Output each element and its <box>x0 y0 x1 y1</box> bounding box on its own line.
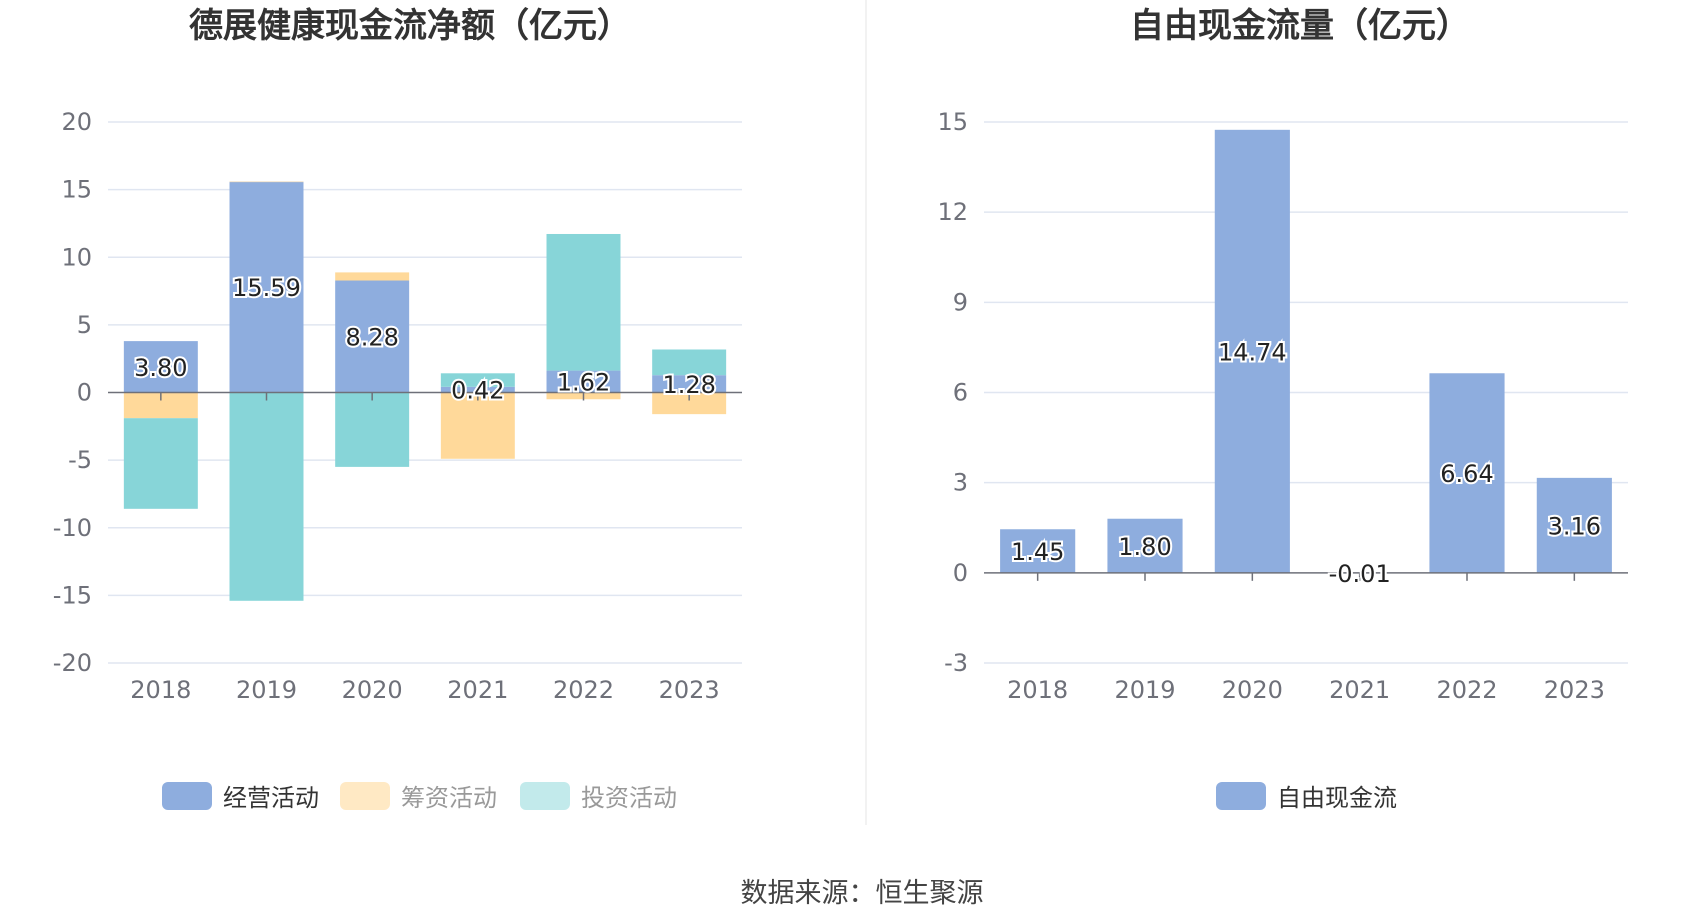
left-x-tick-label-2019: 2019 <box>236 676 297 704</box>
legend-swatch-investing <box>520 782 570 810</box>
left-bar-2019-s1[interactable] <box>229 181 304 183</box>
right-bar-2018-s0[interactable] <box>1000 529 1076 573</box>
left-x-tick-label-2023: 2023 <box>659 676 720 704</box>
right-y-tick-label: 3 <box>953 469 968 497</box>
left-x-tick-label-2021: 2021 <box>447 676 508 704</box>
left-chart-title: 德展健康现金流净额（亿元） <box>189 6 631 46</box>
left-bar-2019-s0[interactable] <box>229 181 304 393</box>
right-chart-title: 自由现金流量（亿元） <box>1130 6 1470 46</box>
left-bar-2018-s0[interactable] <box>123 341 198 393</box>
right-x-tick-label-2020: 2020 <box>1222 676 1283 704</box>
right-y-tick-label: -3 <box>944 649 968 677</box>
right-y-tick-label: 9 <box>953 288 968 316</box>
right-y-axis: 15 12 9 6 3 0 -3 <box>937 108 968 677</box>
right-data-label-2022: 6.64 <box>1440 460 1493 488</box>
right-data-label-2020: 14.74 <box>1218 338 1287 366</box>
left-bar-2018-s2[interactable] <box>123 418 198 509</box>
left-y-tick-label: 15 <box>61 176 92 204</box>
left-bar-2021-s1[interactable] <box>440 392 515 459</box>
left-bar-2023-s0[interactable] <box>652 375 727 393</box>
left-bar-2021-s2[interactable] <box>440 373 515 387</box>
data-source: 数据来源：恒生聚源 <box>741 878 984 909</box>
left-x-tick-label-2020: 2020 <box>342 676 403 704</box>
left-y-tick-label: -15 <box>53 581 92 609</box>
right-x-tick-label-2019: 2019 <box>1114 676 1175 704</box>
right-data-label-2018: 1.45 <box>1011 538 1064 566</box>
left-bar-2023-s1[interactable] <box>652 392 727 415</box>
left-y-tick-label: 20 <box>61 108 92 136</box>
left-bar-2019-s2[interactable] <box>229 392 304 601</box>
right-bar-2020-s0[interactable] <box>1214 129 1290 573</box>
left-data-label-2018: 3.80 <box>134 354 187 382</box>
legend-label-financing: 筹资活动 <box>401 784 497 812</box>
right-y-tick-label: 6 <box>953 379 968 407</box>
right-data-labels: 1.45 1.80 14.74 -0.01 6.64 3.16 <box>1009 336 1603 590</box>
right-data-label-2021: -0.01 <box>1329 560 1391 588</box>
legend-item-free-cashflow[interactable]: 自由现金流 <box>1216 782 1397 812</box>
left-bar-2023-s2[interactable] <box>652 349 727 376</box>
left-y-tick-label: 0 <box>77 379 92 407</box>
free-cashflow-chart: 自由现金流量（亿元） 15 12 9 6 3 0 -3 1.45 1.80 14.74 -0.01… <box>937 6 1628 812</box>
right-zero-axis <box>984 572 1628 581</box>
left-y-tick-label: 5 <box>77 311 92 339</box>
left-data-label-2020: 8.28 <box>345 324 398 352</box>
left-y-tick-label: -10 <box>53 514 92 542</box>
legend-label-investing: 投资活动 <box>581 784 677 812</box>
right-x-tick-label-2018: 2018 <box>1007 676 1068 704</box>
left-data-label-2019: 15.59 <box>232 274 301 302</box>
left-x-tick-label-2022: 2022 <box>553 676 614 704</box>
right-legend: 自由现金流 <box>1216 782 1397 812</box>
right-bars <box>1000 129 1612 574</box>
left-data-label-2022: 1.62 <box>557 369 610 397</box>
left-bar-2020-s0[interactable] <box>335 280 410 393</box>
left-bar-2020-s1[interactable] <box>335 272 410 281</box>
legend-label-free-cashflow: 自由现金流 <box>1277 784 1397 812</box>
right-gridlines <box>984 121 1628 664</box>
left-legend: 经营活动 筹资活动 投资活动 <box>162 782 677 812</box>
right-bar-2023-s0[interactable] <box>1536 477 1612 573</box>
legend-item-operating[interactable]: 经营活动 <box>162 782 319 812</box>
right-y-tick-label: 15 <box>937 108 968 136</box>
left-bar-2021-s0[interactable] <box>440 386 515 393</box>
right-x-axis: 2018 2019 2020 2021 2022 2023 <box>1007 676 1605 704</box>
left-zero-axis <box>108 391 742 401</box>
left-bar-2020-s2[interactable] <box>335 392 410 467</box>
legend-label-operating: 经营活动 <box>223 784 319 812</box>
right-data-label-2023: 3.16 <box>1548 512 1601 540</box>
legend-item-investing[interactable]: 投资活动 <box>520 782 677 812</box>
net-cashflow-chart: 德展健康现金流净额（亿元） 20 15 10 5 0 -5 -10 -15 -20 3.80 15… <box>53 6 742 812</box>
left-bar-2022-s0[interactable] <box>546 370 621 393</box>
left-x-tick-label-2018: 2018 <box>130 676 191 704</box>
legend-swatch-free-cashflow <box>1216 782 1266 810</box>
left-bars <box>123 181 727 601</box>
right-x-tick-label-2021: 2021 <box>1329 676 1390 704</box>
legend-item-financing[interactable]: 筹资活动 <box>340 782 497 812</box>
right-data-label-2019: 1.80 <box>1118 533 1171 561</box>
right-y-tick-label: 0 <box>953 559 968 587</box>
right-y-tick-label: 12 <box>937 198 968 226</box>
right-x-tick-label-2022: 2022 <box>1436 676 1497 704</box>
right-bar-2019-s0[interactable] <box>1107 518 1183 573</box>
legend-swatch-financing <box>340 782 390 810</box>
left-gridlines <box>108 121 742 664</box>
left-data-label-2021: 0.42 <box>451 377 504 405</box>
left-data-label-2023: 1.28 <box>662 371 715 399</box>
left-data-labels: 3.80 15.59 8.28 0.42 1.62 1.28 <box>132 272 718 407</box>
left-x-axis: 2018 2019 2020 2021 2022 2023 <box>130 676 719 704</box>
right-x-tick-label-2023: 2023 <box>1544 676 1605 704</box>
right-bar-2022-s0[interactable] <box>1429 373 1505 573</box>
left-y-tick-label: -5 <box>68 446 92 474</box>
left-bar-2022-s2[interactable] <box>546 233 621 371</box>
legend-swatch-operating <box>162 782 212 810</box>
left-y-tick-label: -20 <box>53 649 92 677</box>
left-y-tick-label: 10 <box>61 243 92 271</box>
left-y-axis: 20 15 10 5 0 -5 -10 -15 -20 <box>53 108 92 677</box>
